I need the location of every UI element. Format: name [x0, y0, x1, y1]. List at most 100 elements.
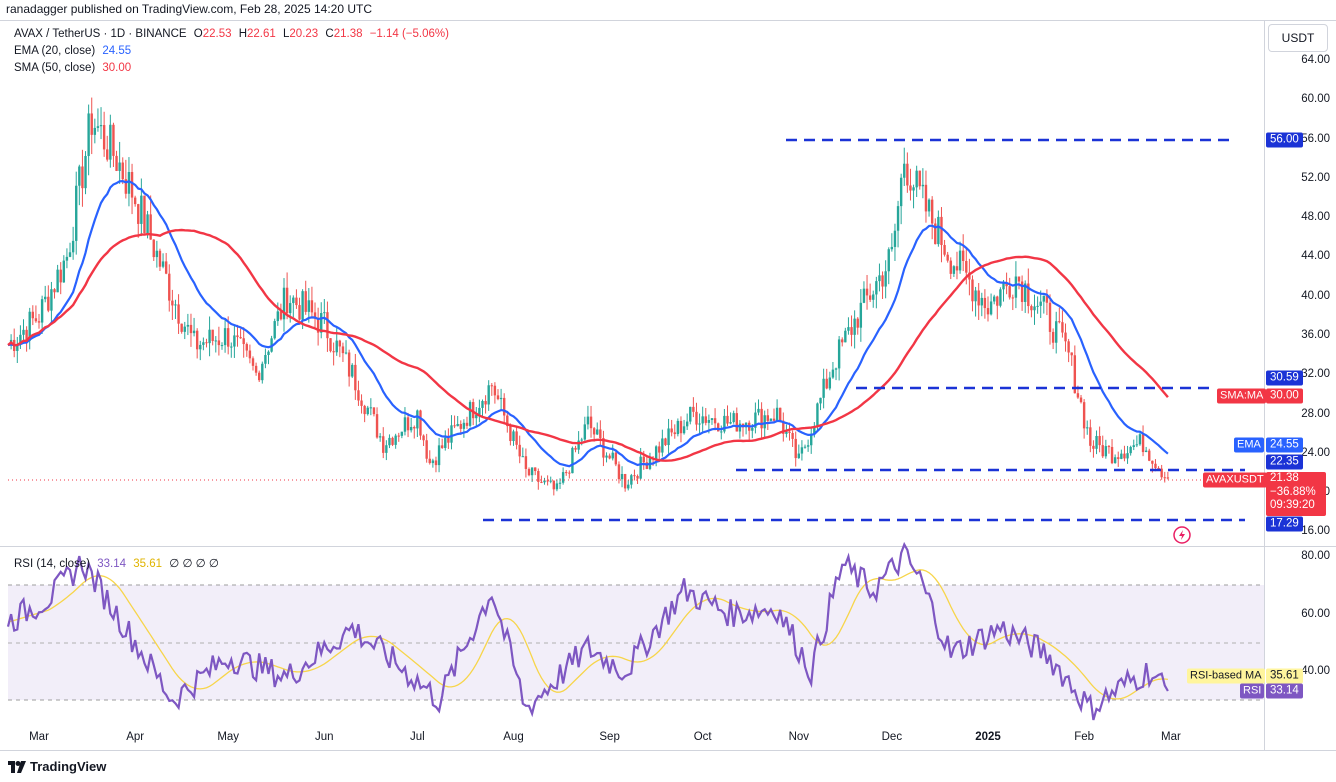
- candle-body: [673, 432, 676, 435]
- candle-body: [220, 345, 224, 347]
- candle-body: [34, 318, 38, 322]
- candle-body: [608, 455, 611, 459]
- candle-body: [586, 416, 590, 425]
- tradingview-logo-icon: [8, 760, 26, 773]
- candle-body: [341, 346, 345, 354]
- candle-body: [133, 197, 137, 205]
- candle-body: [75, 185, 78, 241]
- candle-body: [918, 170, 921, 187]
- candle-body: [1123, 453, 1126, 459]
- candle-body: [1079, 397, 1083, 403]
- candle-body: [124, 179, 128, 194]
- candle-body: [409, 427, 413, 431]
- candle-body: [130, 172, 134, 198]
- candle-body: [1095, 435, 1098, 449]
- close-value: 21.38: [333, 28, 363, 40]
- candle-body: [347, 352, 351, 377]
- high-value: 22.61: [247, 28, 276, 40]
- candle-body: [620, 473, 624, 480]
- candle-body: [351, 364, 354, 377]
- candle-body: [872, 294, 875, 300]
- price-tick: 40.00: [1301, 289, 1330, 302]
- month-tick: Mar: [29, 731, 49, 743]
- rsi-badge: 33.14: [1266, 683, 1303, 699]
- candle-body: [865, 288, 869, 296]
- candle-body: [986, 308, 990, 315]
- ema-value-badge: 24.55: [1266, 437, 1303, 453]
- ema-legend[interactable]: EMA (20, close) 24.55: [14, 45, 131, 57]
- candle-body: [397, 435, 400, 437]
- candle-body: [475, 414, 478, 419]
- candle-body: [484, 401, 487, 405]
- candle-body: [896, 206, 900, 231]
- candle-body: [223, 328, 227, 346]
- candle-body: [623, 473, 627, 489]
- candle-body: [1092, 445, 1095, 449]
- sma-legend[interactable]: SMA (50, close) 30.00: [14, 62, 131, 74]
- candle-body: [1117, 457, 1120, 459]
- candle-body: [1002, 283, 1005, 290]
- candle-body: [791, 432, 794, 439]
- candle-body: [1024, 283, 1027, 302]
- symbol-legend[interactable]: AVAX / TetherUS · 1D · BINANCE O22.53 H2…: [14, 28, 449, 40]
- candle-body: [1048, 302, 1052, 332]
- candle-body: [989, 301, 993, 315]
- candle-body: [199, 344, 202, 350]
- close-label: C: [325, 28, 334, 40]
- high-label: H: [238, 28, 248, 40]
- candle-body: [639, 456, 642, 479]
- rsi-legend[interactable]: RSI (14, close) 33.14 35.61 ∅ ∅ ∅ ∅: [14, 556, 219, 570]
- candle-body: [292, 297, 295, 304]
- candle-body: [1067, 341, 1070, 353]
- candle-body: [847, 327, 850, 331]
- price-tick: 24.00: [1301, 446, 1330, 459]
- pane-divider[interactable]: [0, 546, 1336, 547]
- candle-body: [354, 364, 357, 391]
- candle-body: [909, 185, 912, 191]
- candle-body: [1027, 283, 1030, 307]
- candle-body: [428, 458, 431, 464]
- candle-body: [320, 313, 323, 333]
- candle-body: [887, 249, 890, 272]
- candle-body: [16, 344, 19, 351]
- candle-body: [1144, 450, 1148, 453]
- candle-body: [732, 413, 735, 423]
- candle-body: [233, 335, 236, 347]
- candle-body: [276, 311, 280, 322]
- candle-body: [96, 126, 100, 128]
- candle-body: [537, 471, 540, 482]
- candle-body: [161, 261, 165, 267]
- candle-body: [779, 407, 782, 421]
- candle-body: [543, 480, 546, 483]
- candle-body: [738, 423, 742, 432]
- candle-body: [403, 417, 407, 432]
- candle-body: [633, 475, 636, 477]
- candle-body: [459, 423, 462, 429]
- candle-body: [614, 452, 618, 465]
- candle-body: [40, 299, 44, 323]
- candle-body: [837, 339, 841, 369]
- candle-body: [28, 311, 31, 341]
- candle-body: [800, 447, 804, 454]
- candle-body: [1045, 295, 1049, 303]
- candle-body: [1089, 427, 1092, 446]
- candle-body: [419, 410, 422, 436]
- candle-body: [316, 318, 320, 333]
- candle-body: [208, 329, 211, 344]
- candle-body: [940, 216, 943, 246]
- candle-body: [893, 230, 897, 247]
- tradingview-logo[interactable]: TradingView: [8, 759, 106, 774]
- candle-body: [924, 184, 928, 212]
- price-tick: 16.00: [1301, 525, 1330, 538]
- candle-body: [930, 199, 934, 224]
- candle-body: [534, 467, 537, 472]
- currency-button[interactable]: USDT: [1268, 24, 1328, 52]
- candle-body: [1101, 445, 1104, 457]
- candle-body: [416, 410, 419, 429]
- candle-body: [1014, 276, 1018, 298]
- candle-body: [949, 260, 952, 274]
- candle-body: [471, 402, 475, 419]
- month-tick: Feb: [1074, 731, 1095, 743]
- low-label: L: [283, 28, 290, 40]
